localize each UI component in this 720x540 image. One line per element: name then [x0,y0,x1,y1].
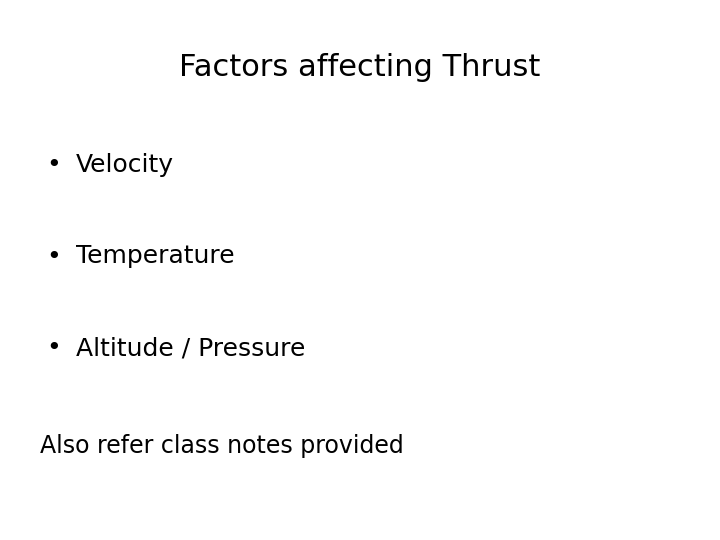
Text: •: • [47,336,61,360]
Text: Also refer class notes provided: Also refer class notes provided [40,434,403,457]
Text: Temperature: Temperature [76,245,234,268]
Text: Velocity: Velocity [76,153,174,177]
Text: Factors affecting Thrust: Factors affecting Thrust [179,53,541,82]
Text: •: • [47,245,61,268]
Text: Altitude / Pressure: Altitude / Pressure [76,336,305,360]
Text: •: • [47,153,61,177]
